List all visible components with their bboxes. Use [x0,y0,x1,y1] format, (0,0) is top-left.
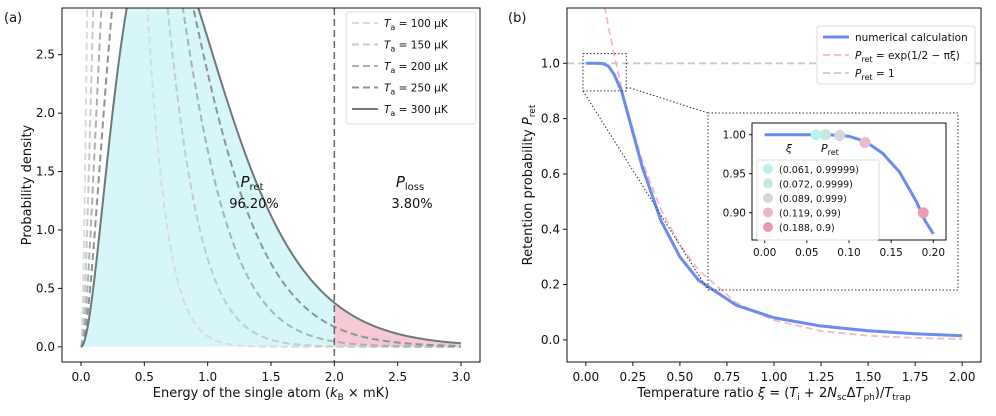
inset-y-tick-label: 1.00 [723,130,746,142]
series-line-1 [604,8,963,340]
inset-x-ticks: 0.00 0.05 0.10 0.15 0.20 [753,240,945,259]
inset-plot [764,129,935,235]
inset-point-3 [859,137,871,148]
panel-a-ylabel: Probability density [20,124,35,245]
p-ret-label: Pret [240,173,263,193]
x-tick-label: 0.50 [667,370,694,384]
legend-label-0: Ta = 100 μK [384,18,449,32]
inset-y-tick-label: 0.90 [723,208,746,220]
inset-legend-xi-header: ξ [785,142,793,155]
panel-b: (b) 0.00 0.25 0.50 0.75 1.00 1.25 1.50 1.75 2.00… [508,7,982,403]
x-tick-label: 2.00 [949,370,976,384]
panel-b-label: (b) [508,11,526,26]
x-tick-label: 1.5 [261,370,280,384]
x-tick-label: 0.00 [572,370,599,384]
inset-x-tick-label: 0.10 [837,247,860,259]
panel-b-legend-entries: numerical calculation Pret = exp(1/2 − πξ… [823,32,968,82]
series-line-0 [585,61,963,338]
x-tick-label: 0.0 [71,370,90,384]
x-tick-label: 0.25 [620,370,647,384]
y-tick-label: 0.5 [36,281,55,295]
retained-area [81,8,335,347]
y-tick-label: 2.0 [36,106,55,120]
inset-legend-marker-0 [763,164,773,174]
y-tick-label: 1.5 [36,165,55,179]
x-tick-label: 0.5 [135,370,154,384]
energy-curve-2 [80,8,461,348]
zoom-connector-lower [582,90,709,291]
panel-b-x-ticks: 0.00 0.25 0.50 0.75 1.00 1.25 1.50 1.75 2.00 [572,362,976,384]
y-tick-label: 0.4 [541,222,560,236]
panel-a-legend [345,11,477,125]
b-legend-label-2: Pret = 1 [855,68,895,82]
x-tick-label: 2.5 [388,370,407,384]
p-loss-value: 3.80% [391,197,432,212]
panel-a-label: (a) [4,11,22,26]
legend-label-4: Ta = 300 μK [384,104,449,118]
b-legend-label-0: numerical calculation [855,32,968,44]
inset-legend-marker-1 [763,178,773,189]
inset-legend-p-header: Pret [821,142,839,157]
zoom-region [582,53,627,92]
y-tick-label: 1.0 [36,223,55,237]
lost-area [334,302,461,347]
panel-b-legend [816,25,976,85]
legend-label-3: Ta = 250 μK [384,83,449,97]
panel-b-ylabel: Retention probability Pret [521,104,538,265]
panel-a-xlabel: Energy of the single atom (kB × mK) [153,386,389,403]
inset-y-tick-label: 0.95 [723,169,746,181]
inset-legend-marker-2 [763,193,773,203]
y-tick-label: 0.0 [36,340,55,354]
inset-legend-label-4: (0.188, 0.9) [779,223,835,234]
p-ret-value: 96.20% [229,197,279,212]
x-tick-label: 1.50 [855,370,882,384]
energy-curve-4 [80,8,462,348]
inset-x-tick-label: 0.05 [795,247,818,259]
inset-point-4 [917,207,929,219]
inset-x-tick-label: 0.20 [922,247,945,259]
inset-legend [756,159,880,241]
inset-legend-label-1: (0.072, 0.9999) [779,180,853,191]
y-tick-label: 0.0 [541,333,560,347]
b-legend-label-1: Pret = exp(1/2 − πξ) [855,50,960,64]
inset-x-tick-label: 0.15 [879,247,902,259]
x-tick-label: 3.0 [451,370,470,384]
y-tick-label: 1.0 [541,56,560,70]
inset-legend-marker-3 [763,207,773,218]
inset-y-ticks: 0.90 0.95 1.00 [723,130,752,220]
inset-point-2 [834,129,846,141]
p-loss-label: Ploss [396,173,424,193]
panel-a: (a) 0.0 0.5 1.0 1.5 2.0 2.5 3.0 0.0 0.5 1.0 1.5 2.… [4,7,481,403]
inset-point-1 [819,129,831,141]
x-tick-label: 1.75 [902,370,929,384]
panel-a-legend-entries: Ta = 100 μK Ta = 150 μK Ta = 200 μK Ta = 25… [352,18,449,118]
inset-legend-label-2: (0.089, 0.999) [779,194,847,205]
panel-a-x-ticks: 0.0 0.5 1.0 1.5 2.0 2.5 3.0 [71,362,471,384]
inset-legend-marker-4 [763,222,773,232]
legend-label-2: Ta = 200 μK [384,61,449,75]
inset-point-0 [810,129,822,141]
x-tick-label: 2.0 [325,370,344,384]
panel-b-xlabel: Temperature ratio ξ = (Ti + 2NscΔTph)/Tt… [636,386,911,403]
inset-legend-entries: (0.061, 0.99999) (0.072, 0.9999) (0.089, 0… [763,164,859,234]
panel-a-y-ticks: 0.0 0.5 1.0 1.5 2.0 2.5 [36,48,62,354]
x-tick-label: 0.75 [714,370,741,384]
x-tick-label: 1.25 [808,370,835,384]
x-tick-label: 1.0 [198,370,217,384]
y-tick-label: 2.5 [36,48,55,62]
x-tick-label: 1.00 [761,370,788,384]
panel-b-y-ticks: 0.0 0.2 0.4 0.6 0.8 1.0 [541,56,567,347]
legend-label-1: Ta = 150 μK [384,40,449,54]
energy-curve-3 [80,8,462,348]
zoom-connector-upper [626,87,709,114]
inset-legend-label-0: (0.061, 0.99999) [779,165,859,176]
panel-a-curves [80,8,462,348]
inset-legend-label-3: (0.119, 0.99) [779,209,841,220]
inset-x-tick-label: 0.00 [753,247,776,259]
y-tick-label: 0.2 [541,278,560,292]
inset-curve [764,133,935,235]
y-tick-label: 0.8 [541,112,560,126]
y-tick-label: 0.6 [541,167,560,181]
